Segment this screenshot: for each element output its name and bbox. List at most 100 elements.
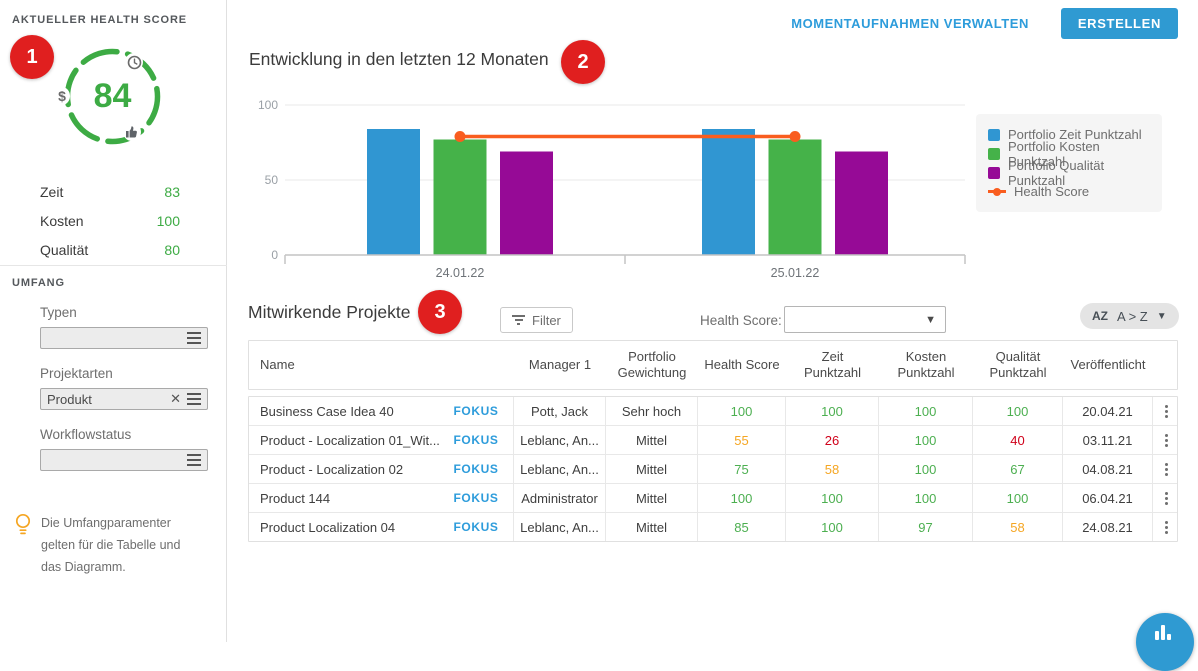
svg-text:25.01.22: 25.01.22 <box>771 266 820 280</box>
create-button[interactable]: ERSTELLEN <box>1060 8 1178 39</box>
svg-text:50: 50 <box>265 173 279 187</box>
weight-cell: Sehr hoch <box>606 397 698 425</box>
health-score-value: 84 <box>93 77 132 115</box>
filter-label: Projektarten <box>40 366 113 381</box>
zeit-score-cell: 100 <box>786 484 879 512</box>
focus-link[interactable]: FOKUS <box>439 484 514 512</box>
kosten-score-cell: 100 <box>879 426 973 454</box>
health-score-heading: AKTUELLER HEALTH SCORE <box>12 14 187 26</box>
picker-icon[interactable] <box>187 454 201 466</box>
scope-filter-group: Projektarten Produkt ✕ <box>40 366 208 410</box>
column-header[interactable]: Portfolio Gewichtung <box>617 349 687 380</box>
metric-label: Kosten <box>40 212 84 229</box>
project-name-cell: Product 144 <box>260 490 331 506</box>
clock-icon <box>125 53 143 71</box>
lightbulb-icon <box>14 512 32 578</box>
table-row: Product - Localization 02 FOKUS Leblanc, A… <box>249 455 1177 484</box>
project-name-cell: Product Localization 04 <box>260 519 396 535</box>
metric-label: Zeit <box>40 183 64 200</box>
table-header-row: Name Manager 1 Portfolio Gewichtung Health … <box>248 340 1178 390</box>
projects-table: Name Manager 1 Portfolio Gewichtung Health … <box>248 340 1178 542</box>
project-name-cell: Business Case Idea 40 <box>260 403 394 419</box>
sidebar-divider <box>0 265 227 266</box>
kebab-icon <box>1164 491 1168 505</box>
filter-input[interactable] <box>40 327 208 349</box>
health-metric-row: Qualität 80 <box>40 235 180 264</box>
legend-swatch <box>988 128 1000 141</box>
scope-filters: Typen Projektarten Produkt ✕ Workflowsta… <box>40 305 208 488</box>
row-menu-button[interactable] <box>1153 426 1179 454</box>
qualitaet-score-cell: 40 <box>973 426 1063 454</box>
zeit-score-cell: 26 <box>786 426 879 454</box>
table-row: Product - Localization 01_Wit... FOKUS Leb… <box>249 426 1177 455</box>
filter-input[interactable]: Produkt ✕ <box>40 388 208 410</box>
chart-legend: Portfolio Zeit Punktzahl Portfolio Koste… <box>976 114 1162 212</box>
sidebar: AKTUELLER HEALTH SCORE 84 $ Zeit 83 Koste… <box>0 0 227 642</box>
health-score-filter-select[interactable]: ▼ <box>784 306 946 333</box>
scope-filter-group: Typen <box>40 305 208 349</box>
focus-link[interactable]: FOKUS <box>439 397 514 425</box>
row-menu-button[interactable] <box>1153 484 1179 512</box>
column-header[interactable]: Zeit Punktzahl <box>803 349 862 380</box>
manage-snapshots-link[interactable]: MOMENTAUFNAHMEN VERWALTEN <box>791 16 1029 31</box>
sort-chevron-down-icon: ▼ <box>1156 310 1167 322</box>
kosten-score-cell: 100 <box>879 455 973 483</box>
filter-input[interactable] <box>40 449 208 471</box>
qualitaet-score-cell: 67 <box>973 455 1063 483</box>
chart-fab-button[interactable] <box>1136 613 1194 671</box>
filter-button[interactable]: Filter <box>500 307 573 333</box>
legend-label: Portfolio Zeit Punktzahl <box>1008 127 1142 142</box>
picker-icon[interactable] <box>187 393 201 405</box>
filter-label: Workflowstatus <box>40 427 132 442</box>
table-body: Business Case Idea 40 FOKUS Pott, Jack Sehr… <box>248 396 1178 542</box>
column-header[interactable]: Qualität Punktzahl <box>989 349 1047 380</box>
weight-cell: Mittel <box>606 484 698 512</box>
scope-filter-group: Workflowstatus <box>40 427 208 471</box>
column-header[interactable]: Name <box>260 357 295 372</box>
chart-title: Entwicklung in den letzten 12 Monaten <box>249 49 549 69</box>
zeit-score-cell: 58 <box>786 455 879 483</box>
qualitaet-score-cell: 100 <box>973 397 1063 425</box>
focus-link[interactable]: FOKUS <box>439 455 514 483</box>
legend-line-swatch <box>988 187 1006 196</box>
dollar-icon: $ <box>54 87 70 105</box>
column-header[interactable]: Veröffentlicht <box>1070 357 1146 372</box>
svg-text:24.01.22: 24.01.22 <box>436 266 485 280</box>
row-menu-button[interactable] <box>1153 513 1179 541</box>
annotation-callout-1: 1 <box>10 35 54 79</box>
legend-label: Health Score <box>1014 184 1090 199</box>
filter-button-label: Filter <box>532 312 561 328</box>
legend-swatch <box>988 147 1000 160</box>
health-metrics-list: Zeit 83 Kosten 100 Qualität 80 <box>40 177 180 264</box>
column-header[interactable]: Kosten Punktzahl <box>897 349 955 380</box>
kebab-icon <box>1164 462 1168 476</box>
row-menu-button[interactable] <box>1153 455 1179 483</box>
picker-icon[interactable] <box>187 332 201 344</box>
legend-item: Portfolio Qualität Punktzahl <box>988 158 1150 188</box>
focus-link[interactable]: FOKUS <box>439 513 514 541</box>
kebab-icon <box>1164 520 1168 534</box>
column-header[interactable]: Manager 1 <box>528 357 592 372</box>
legend-item: Portfolio Zeit Punktzahl <box>988 125 1150 144</box>
column-header[interactable]: Health Score <box>704 357 780 372</box>
sort-order-label: A > Z <box>1117 308 1148 324</box>
manager-cell: Leblanc, An... <box>514 513 606 541</box>
manager-cell: Administrator <box>514 484 606 512</box>
kosten-score-cell: 100 <box>879 397 973 425</box>
main-content: MOMENTAUFNAHMEN VERWALTEN ERSTELLEN Entw… <box>228 0 1198 642</box>
health-score-cell: 100 <box>698 484 786 512</box>
scope-note-text: Die Umfangparamenter gelten für die Tabe… <box>41 516 181 574</box>
clear-icon[interactable]: ✕ <box>170 391 181 406</box>
metric-value: 83 <box>164 183 180 200</box>
health-score-cell: 85 <box>698 513 786 541</box>
health-score-gauge: 84 $ <box>54 46 163 147</box>
sort-control[interactable]: AZ A > Z ▼ <box>1080 303 1179 329</box>
health-metric-row: Kosten 100 <box>40 206 180 235</box>
focus-link[interactable]: FOKUS <box>439 426 514 454</box>
health-score-cell: 100 <box>698 397 786 425</box>
scope-note: Die Umfangparamenter gelten für die Tabe… <box>14 512 214 578</box>
row-menu-button[interactable] <box>1153 397 1179 425</box>
legend-swatch <box>988 166 1000 179</box>
published-date-cell: 04.08.21 <box>1063 455 1153 483</box>
